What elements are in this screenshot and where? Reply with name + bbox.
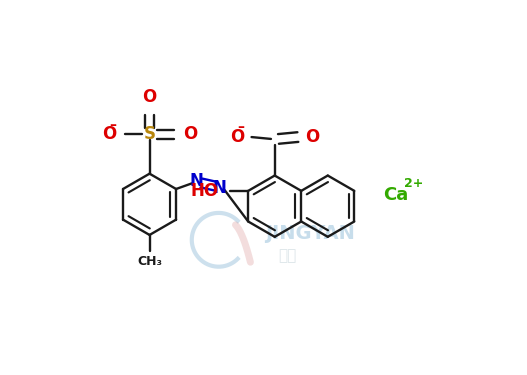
Text: O: O	[102, 126, 116, 144]
Text: –: –	[110, 118, 116, 132]
Text: Ca: Ca	[383, 186, 408, 204]
Text: O: O	[305, 128, 319, 146]
Text: 2+: 2+	[404, 177, 424, 190]
Text: O: O	[183, 126, 198, 144]
Text: S: S	[143, 126, 155, 144]
Text: N: N	[190, 172, 203, 190]
Text: –: –	[237, 120, 244, 134]
Text: O: O	[142, 88, 157, 106]
Text: JINGYAN: JINGYAN	[266, 224, 355, 243]
Text: CH₃: CH₃	[137, 255, 162, 268]
Text: 精颜: 精颜	[278, 248, 297, 263]
Text: HO: HO	[190, 182, 218, 200]
Text: O: O	[230, 128, 244, 146]
Text: N: N	[213, 179, 227, 197]
